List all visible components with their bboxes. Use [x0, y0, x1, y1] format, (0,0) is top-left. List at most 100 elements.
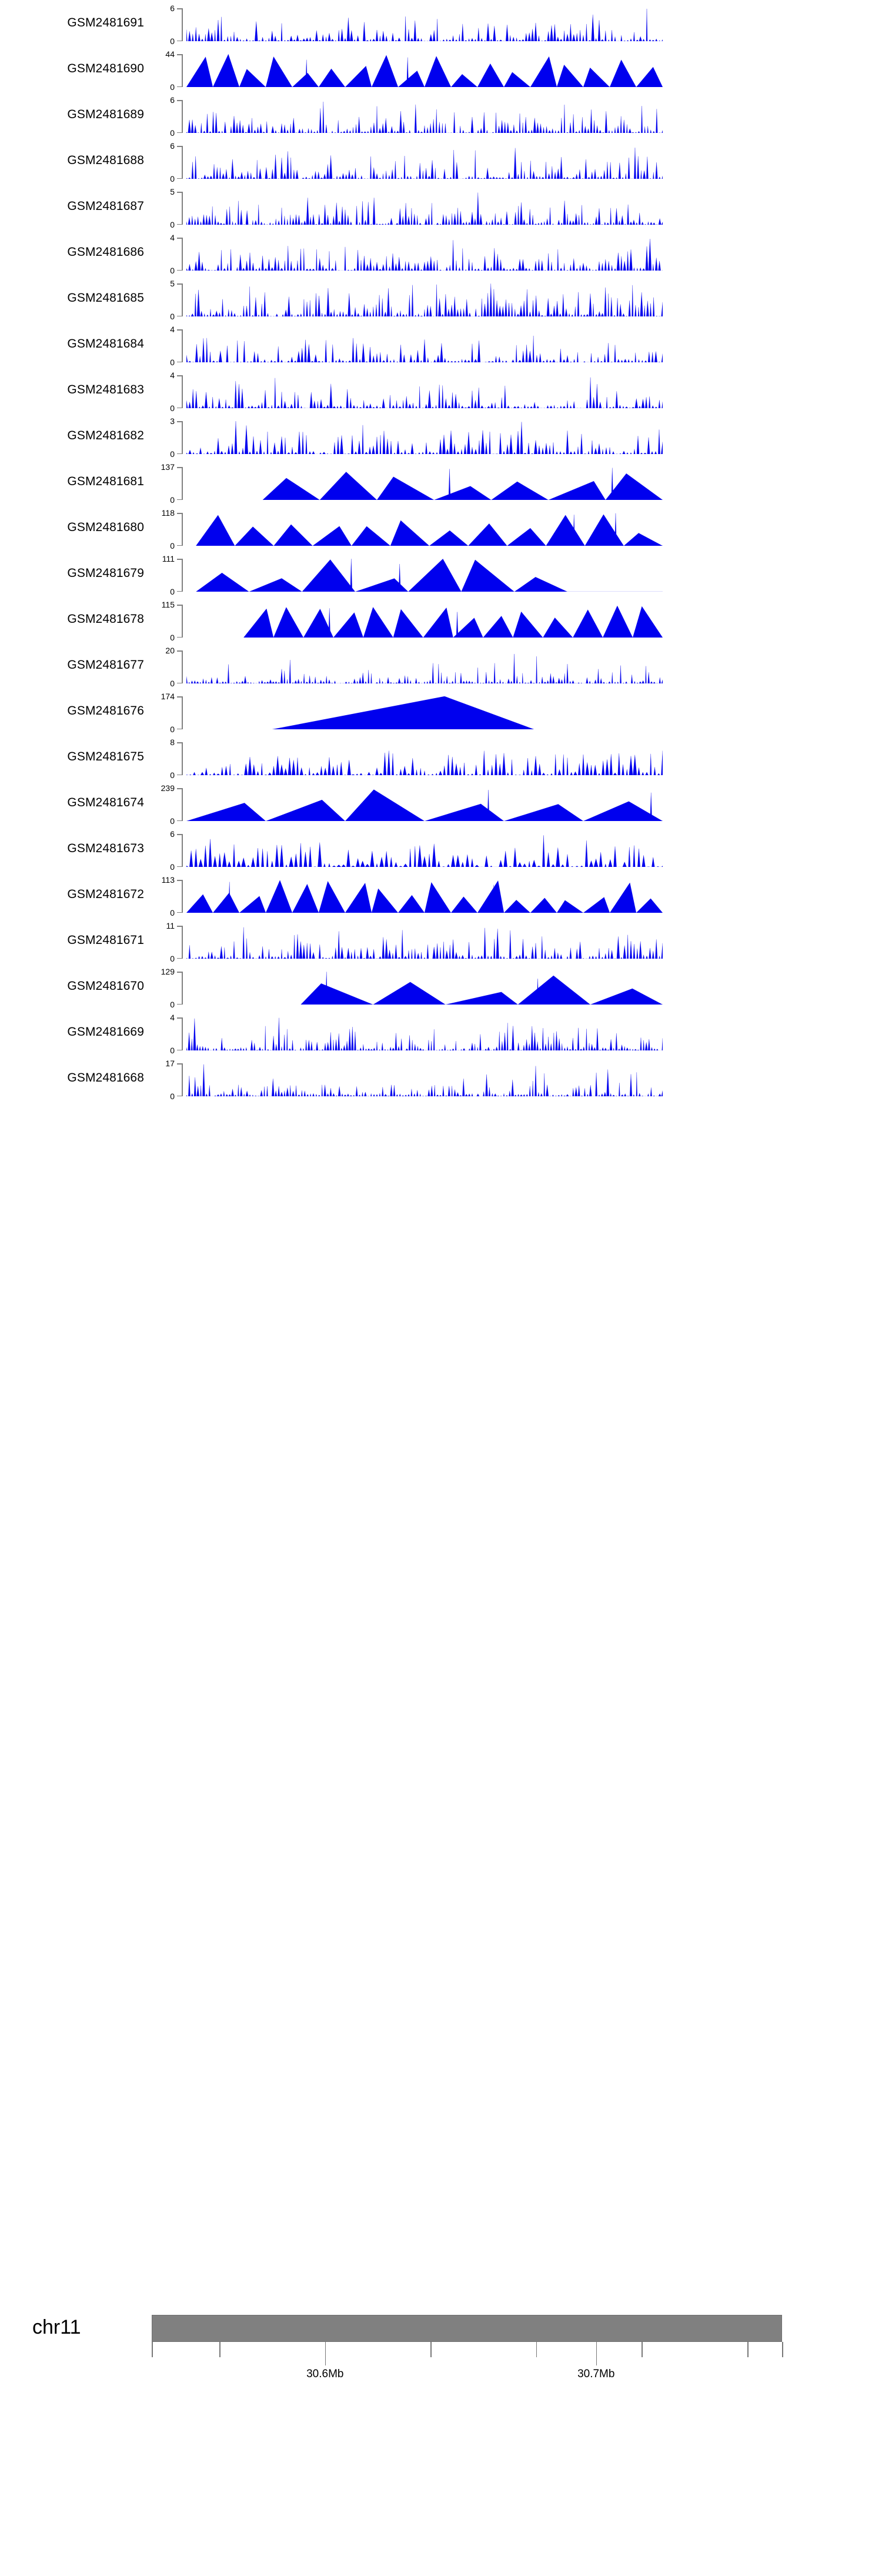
y-axis-min-label: 0 [170, 862, 175, 872]
track-y-axis: 239 0 [150, 780, 186, 826]
track-sample-label: GSM2481677 [67, 658, 144, 672]
track-y-axis: 111 0 [150, 550, 186, 596]
y-axis-max-label: 174 [161, 692, 175, 702]
coverage-track-gsm2481681[interactable]: GSM2481681 137 0 [0, 459, 882, 505]
y-axis-max-label: 8 [170, 738, 175, 748]
coverage-track-gsm2481668[interactable]: GSM2481668 17 0 [0, 1055, 882, 1101]
track-y-axis: 113 0 [150, 872, 186, 917]
coverage-area-series [186, 101, 663, 134]
y-axis-bracket [177, 329, 186, 363]
coverage-track-gsm2481669[interactable]: GSM2481669 4 0 [0, 1009, 882, 1055]
track-sample-label: GSM2481687 [67, 199, 144, 213]
track-coverage-plot[interactable] [186, 1055, 774, 1101]
coverage-track-gsm2481686[interactable]: GSM2481686 4 0 [0, 229, 882, 275]
coverage-track-gsm2481688[interactable]: GSM2481688 6 0 [0, 138, 882, 183]
track-coverage-plot[interactable] [186, 0, 774, 46]
coverage-track-gsm2481683[interactable]: GSM2481683 4 0 [0, 367, 882, 413]
chromosome-minor-tick [642, 2342, 643, 2357]
y-axis-max-label: 6 [170, 829, 175, 839]
coverage-track-gsm2481678[interactable]: GSM2481678 115 0 [0, 596, 882, 642]
track-coverage-plot[interactable] [186, 826, 774, 872]
y-axis-bracket [177, 192, 186, 225]
y-axis-bracket [177, 972, 186, 1005]
track-coverage-plot[interactable] [186, 138, 774, 183]
coverage-area-series [186, 750, 663, 776]
y-axis-bracket [177, 513, 186, 546]
y-axis-min-label: 0 [170, 266, 175, 276]
track-coverage-plot[interactable] [186, 321, 774, 367]
track-coverage-plot[interactable] [186, 367, 774, 413]
y-axis-max-label: 118 [161, 508, 175, 518]
track-coverage-plot[interactable] [186, 780, 774, 826]
coverage-track-gsm2481676[interactable]: GSM2481676 174 0 [0, 688, 882, 734]
coverage-area-series [186, 927, 663, 959]
track-sample-label: GSM2481686 [67, 245, 144, 259]
coverage-track-gsm2481673[interactable]: GSM2481673 6 0 [0, 826, 882, 872]
track-y-axis: 44 0 [150, 46, 186, 92]
chromosome-major-tick [325, 2342, 326, 2365]
track-sample-label: GSM2481678 [67, 612, 144, 626]
coverage-track-gsm2481670[interactable]: GSM2481670 129 0 [0, 963, 882, 1009]
y-axis-min-label: 0 [170, 36, 175, 46]
y-axis-min-label: 0 [170, 1092, 175, 1102]
coverage-track-gsm2481690[interactable]: GSM2481690 44 0 [0, 46, 882, 92]
track-coverage-plot[interactable] [186, 505, 774, 550]
track-coverage-plot[interactable] [186, 275, 774, 321]
chromosome-tick-label: 30.7Mb [577, 2368, 615, 2380]
coverage-track-gsm2481679[interactable]: GSM2481679 111 0 [0, 550, 882, 596]
coverage-track-gsm2481675[interactable]: GSM2481675 8 0 [0, 734, 882, 780]
track-sample-label: GSM2481689 [67, 108, 144, 121]
coverage-area-series [186, 335, 663, 363]
track-coverage-plot[interactable] [186, 550, 774, 596]
coverage-area-series [186, 8, 663, 42]
chromosome-minor-tick [747, 2342, 749, 2357]
coverage-track-gsm2481677[interactable]: GSM2481677 20 0 [0, 642, 882, 688]
track-coverage-plot[interactable] [186, 459, 774, 505]
track-sample-label: GSM2481674 [67, 796, 144, 809]
coverage-track-gsm2481691[interactable]: GSM2481691 6 0 [0, 0, 882, 46]
y-axis-max-label: 111 [162, 554, 175, 564]
y-axis-bracket [177, 146, 186, 179]
coverage-track-gsm2481672[interactable]: GSM2481672 113 0 [0, 872, 882, 917]
track-coverage-plot[interactable] [186, 46, 774, 92]
track-coverage-plot[interactable] [186, 642, 774, 688]
coverage-area-series [186, 653, 663, 684]
track-coverage-plot[interactable] [186, 183, 774, 229]
coverage-track-gsm2481680[interactable]: GSM2481680 118 0 [0, 505, 882, 550]
track-coverage-plot[interactable] [186, 688, 774, 734]
coverage-track-gsm2481685[interactable]: GSM2481685 5 0 [0, 275, 882, 321]
track-sample-label: GSM2481691 [67, 16, 144, 29]
y-axis-min-label: 0 [170, 954, 175, 964]
y-axis-max-label: 4 [170, 1013, 175, 1023]
track-coverage-plot[interactable] [186, 1009, 774, 1055]
coverage-area-series [186, 835, 663, 867]
y-axis-max-label: 6 [170, 95, 175, 105]
y-axis-bracket [177, 834, 186, 867]
track-coverage-plot[interactable] [186, 917, 774, 963]
coverage-area-series [243, 605, 663, 638]
coverage-track-gsm2481674[interactable]: GSM2481674 239 0 [0, 780, 882, 826]
track-coverage-plot[interactable] [186, 963, 774, 1009]
chromosome-ideogram-bar [152, 2315, 782, 2342]
track-coverage-plot[interactable] [186, 872, 774, 917]
coverage-track-gsm2481687[interactable]: GSM2481687 5 0 [0, 183, 882, 229]
track-coverage-plot[interactable] [186, 413, 774, 459]
track-y-axis: 137 0 [150, 459, 186, 505]
y-axis-bracket [177, 696, 186, 730]
track-coverage-plot[interactable] [186, 734, 774, 780]
track-sample-label: GSM2481682 [67, 429, 144, 442]
coverage-track-gsm2481682[interactable]: GSM2481682 3 0 [0, 413, 882, 459]
track-coverage-plot[interactable] [186, 92, 774, 138]
track-coverage-plot[interactable] [186, 229, 774, 275]
track-y-axis: 129 0 [150, 963, 186, 1009]
track-coverage-plot[interactable] [186, 596, 774, 642]
y-axis-bracket [177, 283, 186, 317]
coverage-area-series [186, 283, 663, 317]
coverage-track-gsm2481671[interactable]: GSM2481671 11 0 [0, 917, 882, 963]
track-sample-label: GSM2481681 [67, 475, 144, 488]
coverage-track-gsm2481684[interactable]: GSM2481684 4 0 [0, 321, 882, 367]
coverage-track-gsm2481689[interactable]: GSM2481689 6 0 [0, 92, 882, 138]
